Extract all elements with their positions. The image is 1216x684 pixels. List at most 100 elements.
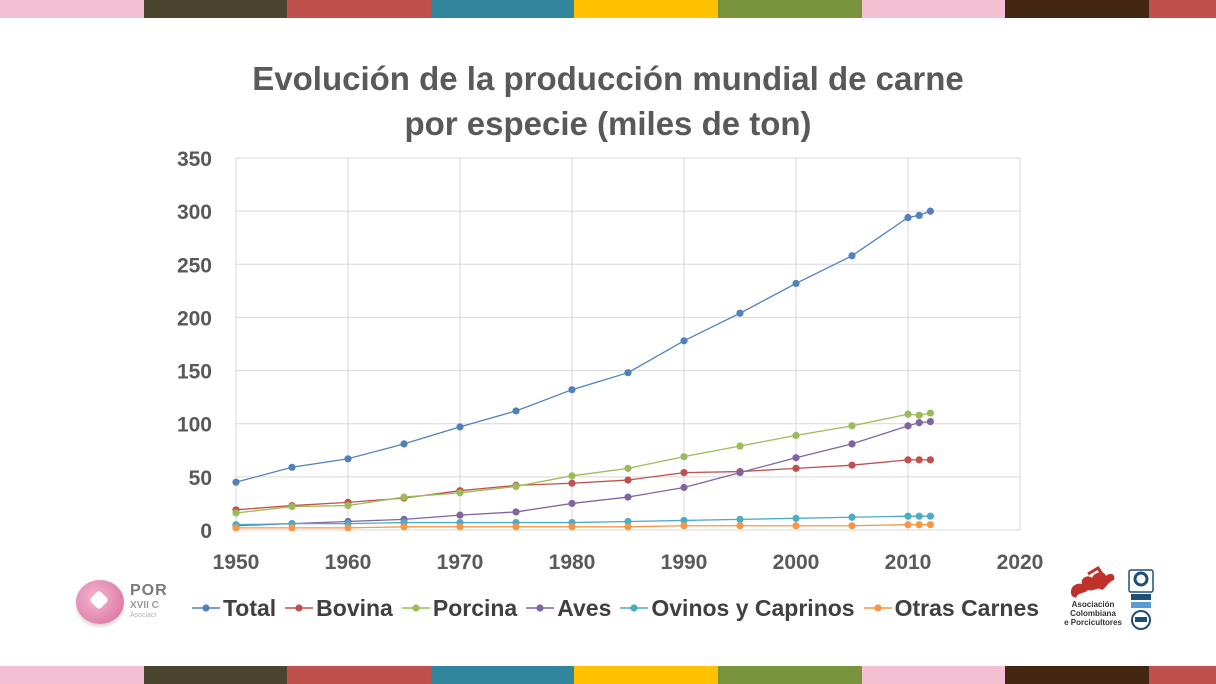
- y-tick-label: 0: [200, 520, 212, 543]
- data-point: [926, 409, 935, 417]
- data-point: [512, 523, 520, 531]
- legend-swatch-icon: [401, 604, 430, 612]
- legend-label: Bovina: [316, 594, 393, 621]
- data-point: [680, 483, 688, 492]
- data-point: [512, 482, 520, 491]
- data-point: [848, 522, 856, 530]
- data-point: [512, 407, 520, 415]
- data-point: [232, 478, 240, 486]
- data-point: [904, 521, 912, 529]
- legend-swatch-icon: [285, 604, 314, 612]
- stripe-segment: [0, 0, 144, 18]
- data-point: [915, 456, 923, 464]
- data-point: [680, 469, 688, 477]
- stripe-segment: [862, 666, 1005, 684]
- stripe-segment: [287, 666, 431, 684]
- data-point: [792, 522, 800, 530]
- stripe-segment: [144, 666, 287, 684]
- legend-label: Otras Carnes: [894, 594, 1040, 621]
- stripe-segment: [1005, 0, 1149, 18]
- logo-left-line-1: POR: [130, 582, 166, 599]
- x-tick-label: 1950: [213, 551, 260, 574]
- stripe-segment: [574, 666, 718, 684]
- data-point: [904, 456, 912, 464]
- chart-title-line-1: Evolución de la producción mundial de ca…: [252, 60, 964, 97]
- stripe-segment: [144, 0, 287, 18]
- y-tick-label: 100: [177, 414, 212, 437]
- stripe-segment: [718, 0, 862, 18]
- legend-label: Porcina: [432, 594, 518, 621]
- data-point: [904, 410, 912, 418]
- data-point: [288, 463, 296, 471]
- data-point: [400, 493, 408, 501]
- data-point: [512, 508, 520, 516]
- data-point: [792, 454, 800, 462]
- legend-label: Total: [222, 594, 277, 621]
- legend-label: Aves: [557, 594, 612, 621]
- data-point: [736, 522, 744, 530]
- data-point: [400, 523, 408, 531]
- legend-item: Porcina: [401, 595, 517, 622]
- stripe-segment: [1149, 666, 1216, 684]
- legend-swatch-icon: [620, 604, 649, 612]
- data-point: [792, 279, 800, 288]
- legend-swatch-icon: [191, 604, 220, 612]
- data-point: [344, 501, 352, 510]
- y-tick-label: 300: [177, 201, 212, 224]
- data-point: [904, 422, 912, 430]
- legend-label: Ovinos y Caprinos: [651, 594, 855, 621]
- data-point: [736, 515, 744, 523]
- series-line-total: [235, 210, 931, 483]
- data-point: [568, 472, 576, 480]
- series-line-ovinos-y-caprinos: [235, 515, 931, 526]
- data-point: [848, 513, 856, 521]
- data-point: [568, 499, 576, 508]
- data-point: [624, 476, 632, 484]
- asociacion-logo: Asociación Colombiana e Porcicultores: [1058, 565, 1158, 636]
- porcicultura-logo: POR XVII C Asociaci: [70, 578, 166, 628]
- org-line-2: Colombiana: [1070, 609, 1116, 618]
- data-point: [848, 252, 856, 260]
- data-point: [792, 464, 800, 472]
- data-point: [915, 411, 923, 419]
- legend-item: Otras Carnes: [863, 595, 1039, 622]
- legend-swatch-icon: [526, 604, 555, 612]
- data-point: [624, 493, 632, 501]
- logo-left-line-2: XVII C: [130, 600, 159, 611]
- data-point: [848, 461, 856, 469]
- stripe-segment: [1149, 0, 1216, 18]
- y-tick-label: 250: [177, 254, 212, 277]
- x-tick-label: 2020: [997, 551, 1044, 574]
- chart-title-line-2: por especie (miles de ton): [404, 105, 812, 142]
- data-point: [624, 523, 632, 531]
- series-line-otras-carnes: [236, 524, 931, 529]
- data-point: [904, 512, 912, 520]
- stripe-segment: [431, 666, 574, 684]
- bottom-color-stripe: [0, 666, 1216, 684]
- data-point: [568, 386, 576, 394]
- data-point: [680, 453, 688, 461]
- data-point: [848, 422, 856, 430]
- pig-silhouette-icon: [1070, 565, 1115, 598]
- stripe-segment: [1005, 666, 1149, 684]
- legend-item: Total: [191, 595, 276, 622]
- org-line-3: e Porcicultores: [1064, 618, 1122, 627]
- data-point: [926, 512, 935, 520]
- data-point: [288, 503, 296, 511]
- x-tick-label: 1980: [549, 551, 596, 574]
- top-color-stripe: [0, 0, 1216, 18]
- data-point: [232, 509, 240, 517]
- data-point: [680, 522, 688, 530]
- x-tick-label: 2010: [885, 551, 932, 574]
- data-point: [926, 207, 935, 215]
- data-point: [848, 440, 856, 448]
- stripe-segment: [862, 0, 1005, 18]
- data-point: [680, 516, 688, 525]
- data-point: [736, 469, 744, 477]
- certification-seal-icon: [1128, 569, 1154, 630]
- data-point: [904, 213, 912, 222]
- data-point: [456, 423, 464, 431]
- asociacion-name: Asociación Colombiana e Porcicultores: [1058, 600, 1128, 627]
- data-point: [456, 523, 464, 531]
